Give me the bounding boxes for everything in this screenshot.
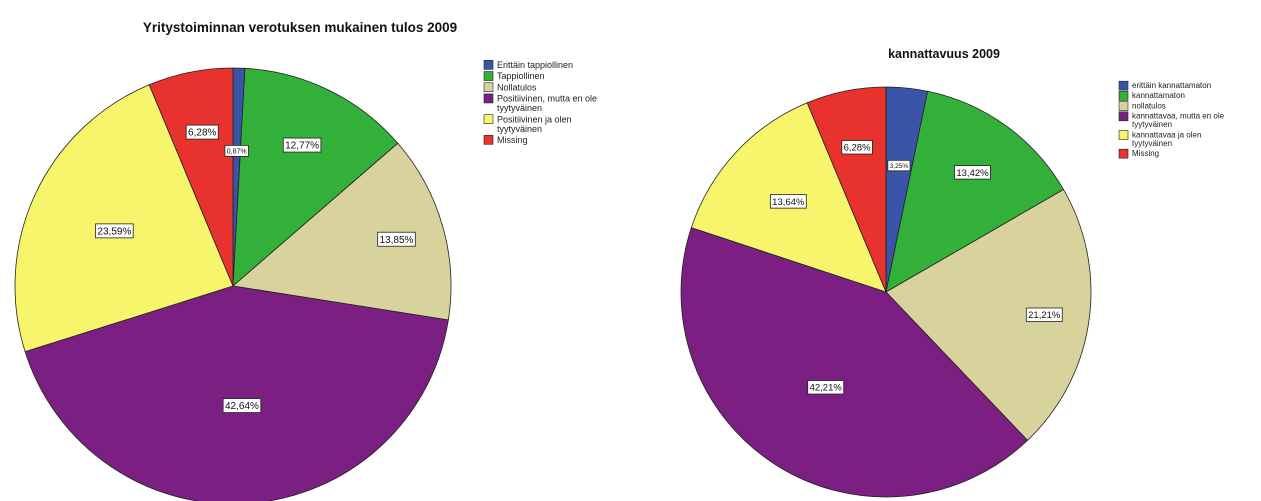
legend-label: tyytyväinen xyxy=(497,103,542,113)
legend: erittäin kannattamatonkannattamatonnolla… xyxy=(1118,80,1225,159)
data-label-box xyxy=(954,165,991,180)
data-label-text: 13,64% xyxy=(772,197,805,208)
data-label-text: 13,42% xyxy=(956,168,989,179)
pie-chart-kannattavuus: kannattavuus 2009 3,25% 13,42% 21,21% 42,21… xyxy=(680,47,1225,498)
legend-swatch xyxy=(1118,111,1129,122)
pie-slice xyxy=(680,227,1029,498)
data-label: 0,87% xyxy=(224,144,249,157)
legend-swatch xyxy=(483,82,494,93)
legend-swatch xyxy=(483,135,494,145)
data-label-text: 12,77% xyxy=(285,141,319,152)
pie-slice xyxy=(806,86,887,293)
data-label-text: 13,85% xyxy=(380,235,414,246)
legend-label: Positiivinen ja olen xyxy=(497,114,572,124)
legend-item: kannattamaton xyxy=(1118,91,1185,101)
legend-item: Tappiollinen xyxy=(483,71,545,81)
legend-item: erittäin kannattamaton xyxy=(1118,80,1211,91)
data-label: 42,64% xyxy=(222,398,262,413)
pie-slice xyxy=(885,188,1092,441)
data-label-box xyxy=(95,223,134,239)
legend-label: Positiivinen, mutta en ole xyxy=(497,94,597,104)
legend-item: Nollatulos xyxy=(483,82,537,93)
pie-slices xyxy=(14,67,452,501)
legend-swatch xyxy=(483,93,494,104)
pie-slice xyxy=(232,142,452,321)
data-label: 3,25% xyxy=(887,159,911,172)
legend-swatch xyxy=(483,60,494,70)
pie-slice xyxy=(14,84,234,353)
data-label: 13,42% xyxy=(954,165,991,180)
data-label: 6,28% xyxy=(841,140,873,155)
data-label-text: 6,28% xyxy=(844,143,871,154)
data-label-box xyxy=(769,194,807,209)
legend-item: nollatulos xyxy=(1118,101,1166,111)
legend-swatch xyxy=(1118,80,1129,91)
data-label-box xyxy=(1025,307,1063,322)
data-label: 6,28% xyxy=(185,124,219,140)
data-label-text: 0,87% xyxy=(227,148,247,155)
legend-swatch xyxy=(1118,101,1129,111)
legend-label: Erittäin tappiollinen xyxy=(497,60,573,70)
data-label: 23,59% xyxy=(95,223,134,239)
legend-swatch xyxy=(1118,91,1129,101)
data-label-box xyxy=(807,380,845,395)
pie-slice xyxy=(24,285,449,501)
pie-slices xyxy=(680,86,1092,498)
legend-swatch xyxy=(483,71,494,81)
legend-label: kannattavaa, mutta en ole xyxy=(1132,112,1225,121)
data-label-text: 42,21% xyxy=(810,383,843,394)
data-label-text: 23,59% xyxy=(97,226,131,237)
legend-swatch xyxy=(483,114,494,124)
data-label: 13,85% xyxy=(377,231,416,247)
data-label: 42,21% xyxy=(807,380,845,395)
legend-label: nollatulos xyxy=(1132,101,1166,110)
chart-title: kannattavuus 2009 xyxy=(888,47,1000,61)
legend-label: Nollatulos xyxy=(497,82,537,92)
data-label-box xyxy=(282,137,322,153)
data-label: 13,64% xyxy=(769,194,807,209)
legend-label: Tappiollinen xyxy=(497,71,545,81)
data-label-text: 42,64% xyxy=(225,401,259,412)
data-label-box xyxy=(224,144,249,157)
data-label-box xyxy=(377,231,416,247)
legend-item: Erittäin tappiollinen xyxy=(483,60,573,70)
data-label-box xyxy=(887,159,911,172)
legend-label: Missing xyxy=(497,135,528,145)
pie-slice xyxy=(885,90,1065,293)
legend-label: tyytyväinen xyxy=(497,124,542,134)
legend-item: Missing xyxy=(1118,148,1159,159)
data-label-box xyxy=(185,124,219,140)
legend-label: tyytyväinen xyxy=(1132,120,1172,129)
pie-chart-tulos: Yritystoiminnan verotuksen mukainen tulo… xyxy=(14,20,597,501)
chart-title: Yritystoiminnan verotuksen mukainen tulo… xyxy=(143,20,457,35)
legend-label: kannattavaa ja olen xyxy=(1132,130,1201,139)
legend-label: kannattamaton xyxy=(1132,91,1185,100)
legend-label: Missing xyxy=(1132,149,1159,158)
pie-slice xyxy=(232,67,399,287)
data-label-text: 21,21% xyxy=(1028,310,1061,321)
data-label: 12,77% xyxy=(282,137,322,153)
legend-swatch xyxy=(1118,130,1129,140)
pie-slice xyxy=(148,67,234,287)
legend-item: Missing xyxy=(483,135,528,145)
data-label-text: 6,28% xyxy=(188,128,216,139)
data-labels: 3,25% 13,42% 21,21% 42,21% 13,64% 6,28% xyxy=(769,140,1063,395)
legend-label: tyytyväinen xyxy=(1132,139,1172,148)
data-label-box xyxy=(841,140,873,155)
data-label-box xyxy=(222,398,262,413)
legend-swatch xyxy=(1118,148,1129,159)
data-label: 21,21% xyxy=(1025,307,1063,322)
data-label-text: 3,25% xyxy=(890,163,909,170)
legend: Erittäin tappiollinenTappiollinenNollatu… xyxy=(483,60,597,145)
legend-label: erittäin kannattamaton xyxy=(1132,81,1211,90)
data-labels: 0,87% 12,77% 13,85% 42,64% 23,59% 6,28% xyxy=(95,124,416,413)
